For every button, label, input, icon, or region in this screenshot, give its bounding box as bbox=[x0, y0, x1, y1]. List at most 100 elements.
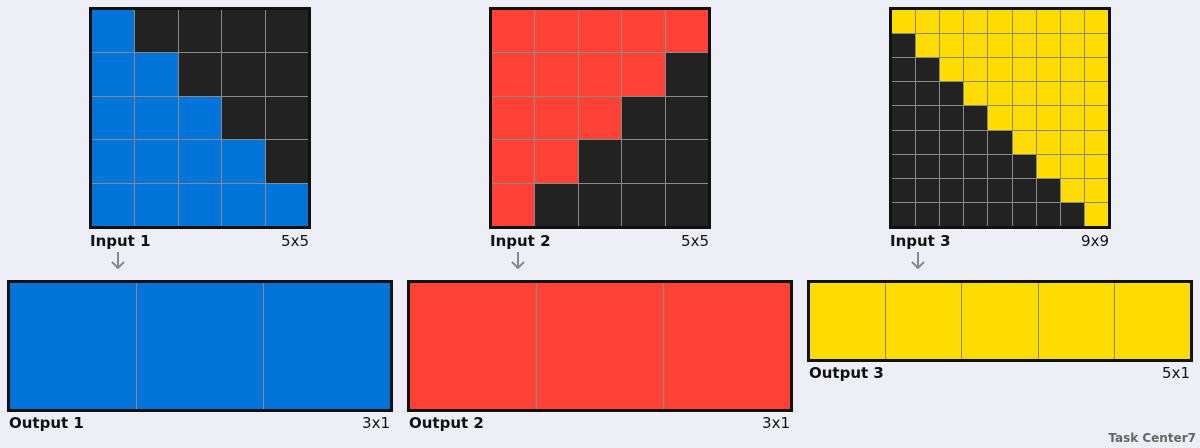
grid-cell-r5-c4 bbox=[988, 130, 1012, 154]
grid-cell-r0-c2 bbox=[664, 283, 790, 409]
grid-cell-r0-c4 bbox=[1114, 283, 1190, 359]
grid-cell-r4-c0 bbox=[492, 183, 535, 226]
grid-cell-r0-c4 bbox=[665, 10, 708, 53]
output-grid-1 bbox=[7, 280, 393, 412]
grid-cell-r1-c5 bbox=[1012, 34, 1036, 58]
grid-cell-r4-c1 bbox=[535, 183, 578, 226]
grid-cell-r0-c1 bbox=[535, 10, 578, 53]
grid-cell-r1-c4 bbox=[988, 34, 1012, 58]
output-size-1: 3x1 bbox=[362, 414, 390, 432]
grid-cell-r5-c7 bbox=[1060, 130, 1084, 154]
input-size-1: 5x5 bbox=[281, 232, 309, 250]
grid-cell-r0-c4 bbox=[265, 10, 308, 53]
grid-cell-r3-c4 bbox=[988, 82, 1012, 106]
grid-cell-r0-c6 bbox=[1036, 10, 1060, 34]
grid-cell-r0-c2 bbox=[178, 10, 222, 53]
grid-cell-r7-c0 bbox=[892, 178, 916, 202]
grid-cell-r3-c3 bbox=[222, 140, 265, 183]
grid-cell-r0-c0 bbox=[10, 283, 136, 409]
grid-cell-r1-c2 bbox=[178, 53, 222, 96]
grid-cell-r2-c2 bbox=[178, 96, 222, 140]
input-label-3: Input 3 bbox=[890, 232, 951, 250]
grid-cell-r5-c3 bbox=[964, 130, 988, 154]
grid-cell-r0-c8 bbox=[1084, 10, 1108, 34]
grid-cell-r4-c3 bbox=[622, 183, 665, 226]
grid-cell-r4-c8 bbox=[1084, 106, 1108, 130]
grid-cell-r1-c2 bbox=[940, 34, 964, 58]
grid-cell-r4-c3 bbox=[964, 106, 988, 130]
grid-cell-r3-c7 bbox=[1060, 82, 1084, 106]
grid-cell-r0-c0 bbox=[810, 283, 886, 359]
grid-cell-r3-c8 bbox=[1084, 82, 1108, 106]
grid-cell-r4-c0 bbox=[92, 183, 135, 226]
output-label-1: Output 1 bbox=[9, 414, 84, 432]
grid-cell-r0-c3 bbox=[1038, 283, 1114, 359]
grid-cell-r4-c7 bbox=[1060, 106, 1084, 130]
grid-cell-r3-c4 bbox=[665, 140, 708, 183]
grid-cell-r4-c4 bbox=[665, 183, 708, 226]
grid-cell-r0-c0 bbox=[92, 10, 135, 53]
grid-cell-r6-c5 bbox=[1012, 154, 1036, 178]
grid-cell-r0-c7 bbox=[1060, 10, 1084, 34]
input-grid-1 bbox=[89, 7, 311, 229]
grid-cell-r3-c1 bbox=[135, 140, 178, 183]
grid-cell-r2-c5 bbox=[1012, 58, 1036, 82]
grid-cell-r3-c2 bbox=[578, 140, 622, 183]
down-arrow-icon-3 bbox=[911, 252, 925, 270]
grid-cell-r5-c2 bbox=[940, 130, 964, 154]
grid-cell-r7-c7 bbox=[1060, 178, 1084, 202]
grid-cell-r3-c4 bbox=[265, 140, 308, 183]
grid-cell-r1-c1 bbox=[135, 53, 178, 96]
grid-cell-r6-c4 bbox=[988, 154, 1012, 178]
grid-cell-r3-c2 bbox=[178, 140, 222, 183]
grid-cell-r0-c3 bbox=[622, 10, 665, 53]
grid-cell-r4-c1 bbox=[135, 183, 178, 226]
grid-cell-r7-c2 bbox=[940, 178, 964, 202]
grid-cell-r3-c0 bbox=[492, 140, 535, 183]
grid-cell-r7-c5 bbox=[1012, 178, 1036, 202]
grid-cell-r1-c6 bbox=[1036, 34, 1060, 58]
grid-cell-r0-c2 bbox=[578, 10, 622, 53]
grid-cell-r2-c7 bbox=[1060, 58, 1084, 82]
grid-cell-r6-c2 bbox=[940, 154, 964, 178]
grid-cell-r1-c0 bbox=[892, 34, 916, 58]
grid-cell-r2-c2 bbox=[578, 96, 622, 140]
grid-cell-r1-c4 bbox=[665, 53, 708, 96]
grid-cell-r7-c4 bbox=[988, 178, 1012, 202]
grid-cell-r0-c1 bbox=[886, 283, 962, 359]
grid-cell-r0-c3 bbox=[964, 10, 988, 34]
grid-cell-r6-c1 bbox=[916, 154, 940, 178]
grid-cell-r5-c8 bbox=[1084, 130, 1108, 154]
grid-cell-r4-c6 bbox=[1036, 106, 1060, 130]
grid-cell-r0-c2 bbox=[264, 283, 390, 409]
grid-cell-r0-c0 bbox=[492, 10, 535, 53]
grid-cell-r1-c2 bbox=[578, 53, 622, 96]
output-grid-2 bbox=[407, 280, 793, 412]
grid-cell-r5-c0 bbox=[892, 130, 916, 154]
grid-cell-r3-c3 bbox=[622, 140, 665, 183]
grid-cell-r0-c2 bbox=[940, 10, 964, 34]
grid-cell-r7-c8 bbox=[1084, 178, 1108, 202]
grid-cell-r1-c4 bbox=[265, 53, 308, 96]
grid-cell-r1-c3 bbox=[964, 34, 988, 58]
output-grid-3 bbox=[807, 280, 1193, 362]
grid-cell-r3-c6 bbox=[1036, 82, 1060, 106]
grid-cell-r1-c8 bbox=[1084, 34, 1108, 58]
input-grid-3 bbox=[889, 7, 1111, 229]
grid-cell-r3-c3 bbox=[964, 82, 988, 106]
grid-cell-r0-c0 bbox=[410, 283, 536, 409]
grid-cell-r2-c3 bbox=[964, 58, 988, 82]
output-label-3: Output 3 bbox=[809, 364, 884, 382]
grid-cell-r7-c1 bbox=[916, 178, 940, 202]
grid-cell-r4-c2 bbox=[940, 106, 964, 130]
grid-cell-r1-c3 bbox=[222, 53, 265, 96]
grid-cell-r6-c0 bbox=[892, 154, 916, 178]
grid-cell-r1-c1 bbox=[916, 34, 940, 58]
grid-cell-r0-c3 bbox=[222, 10, 265, 53]
grid-cell-r2-c6 bbox=[1036, 58, 1060, 82]
grid-cell-r1-c0 bbox=[92, 53, 135, 96]
grid-cell-r1-c7 bbox=[1060, 34, 1084, 58]
grid-cell-r6-c6 bbox=[1036, 154, 1060, 178]
grid-cell-r8-c6 bbox=[1036, 202, 1060, 226]
grid-cell-r2-c0 bbox=[492, 96, 535, 140]
